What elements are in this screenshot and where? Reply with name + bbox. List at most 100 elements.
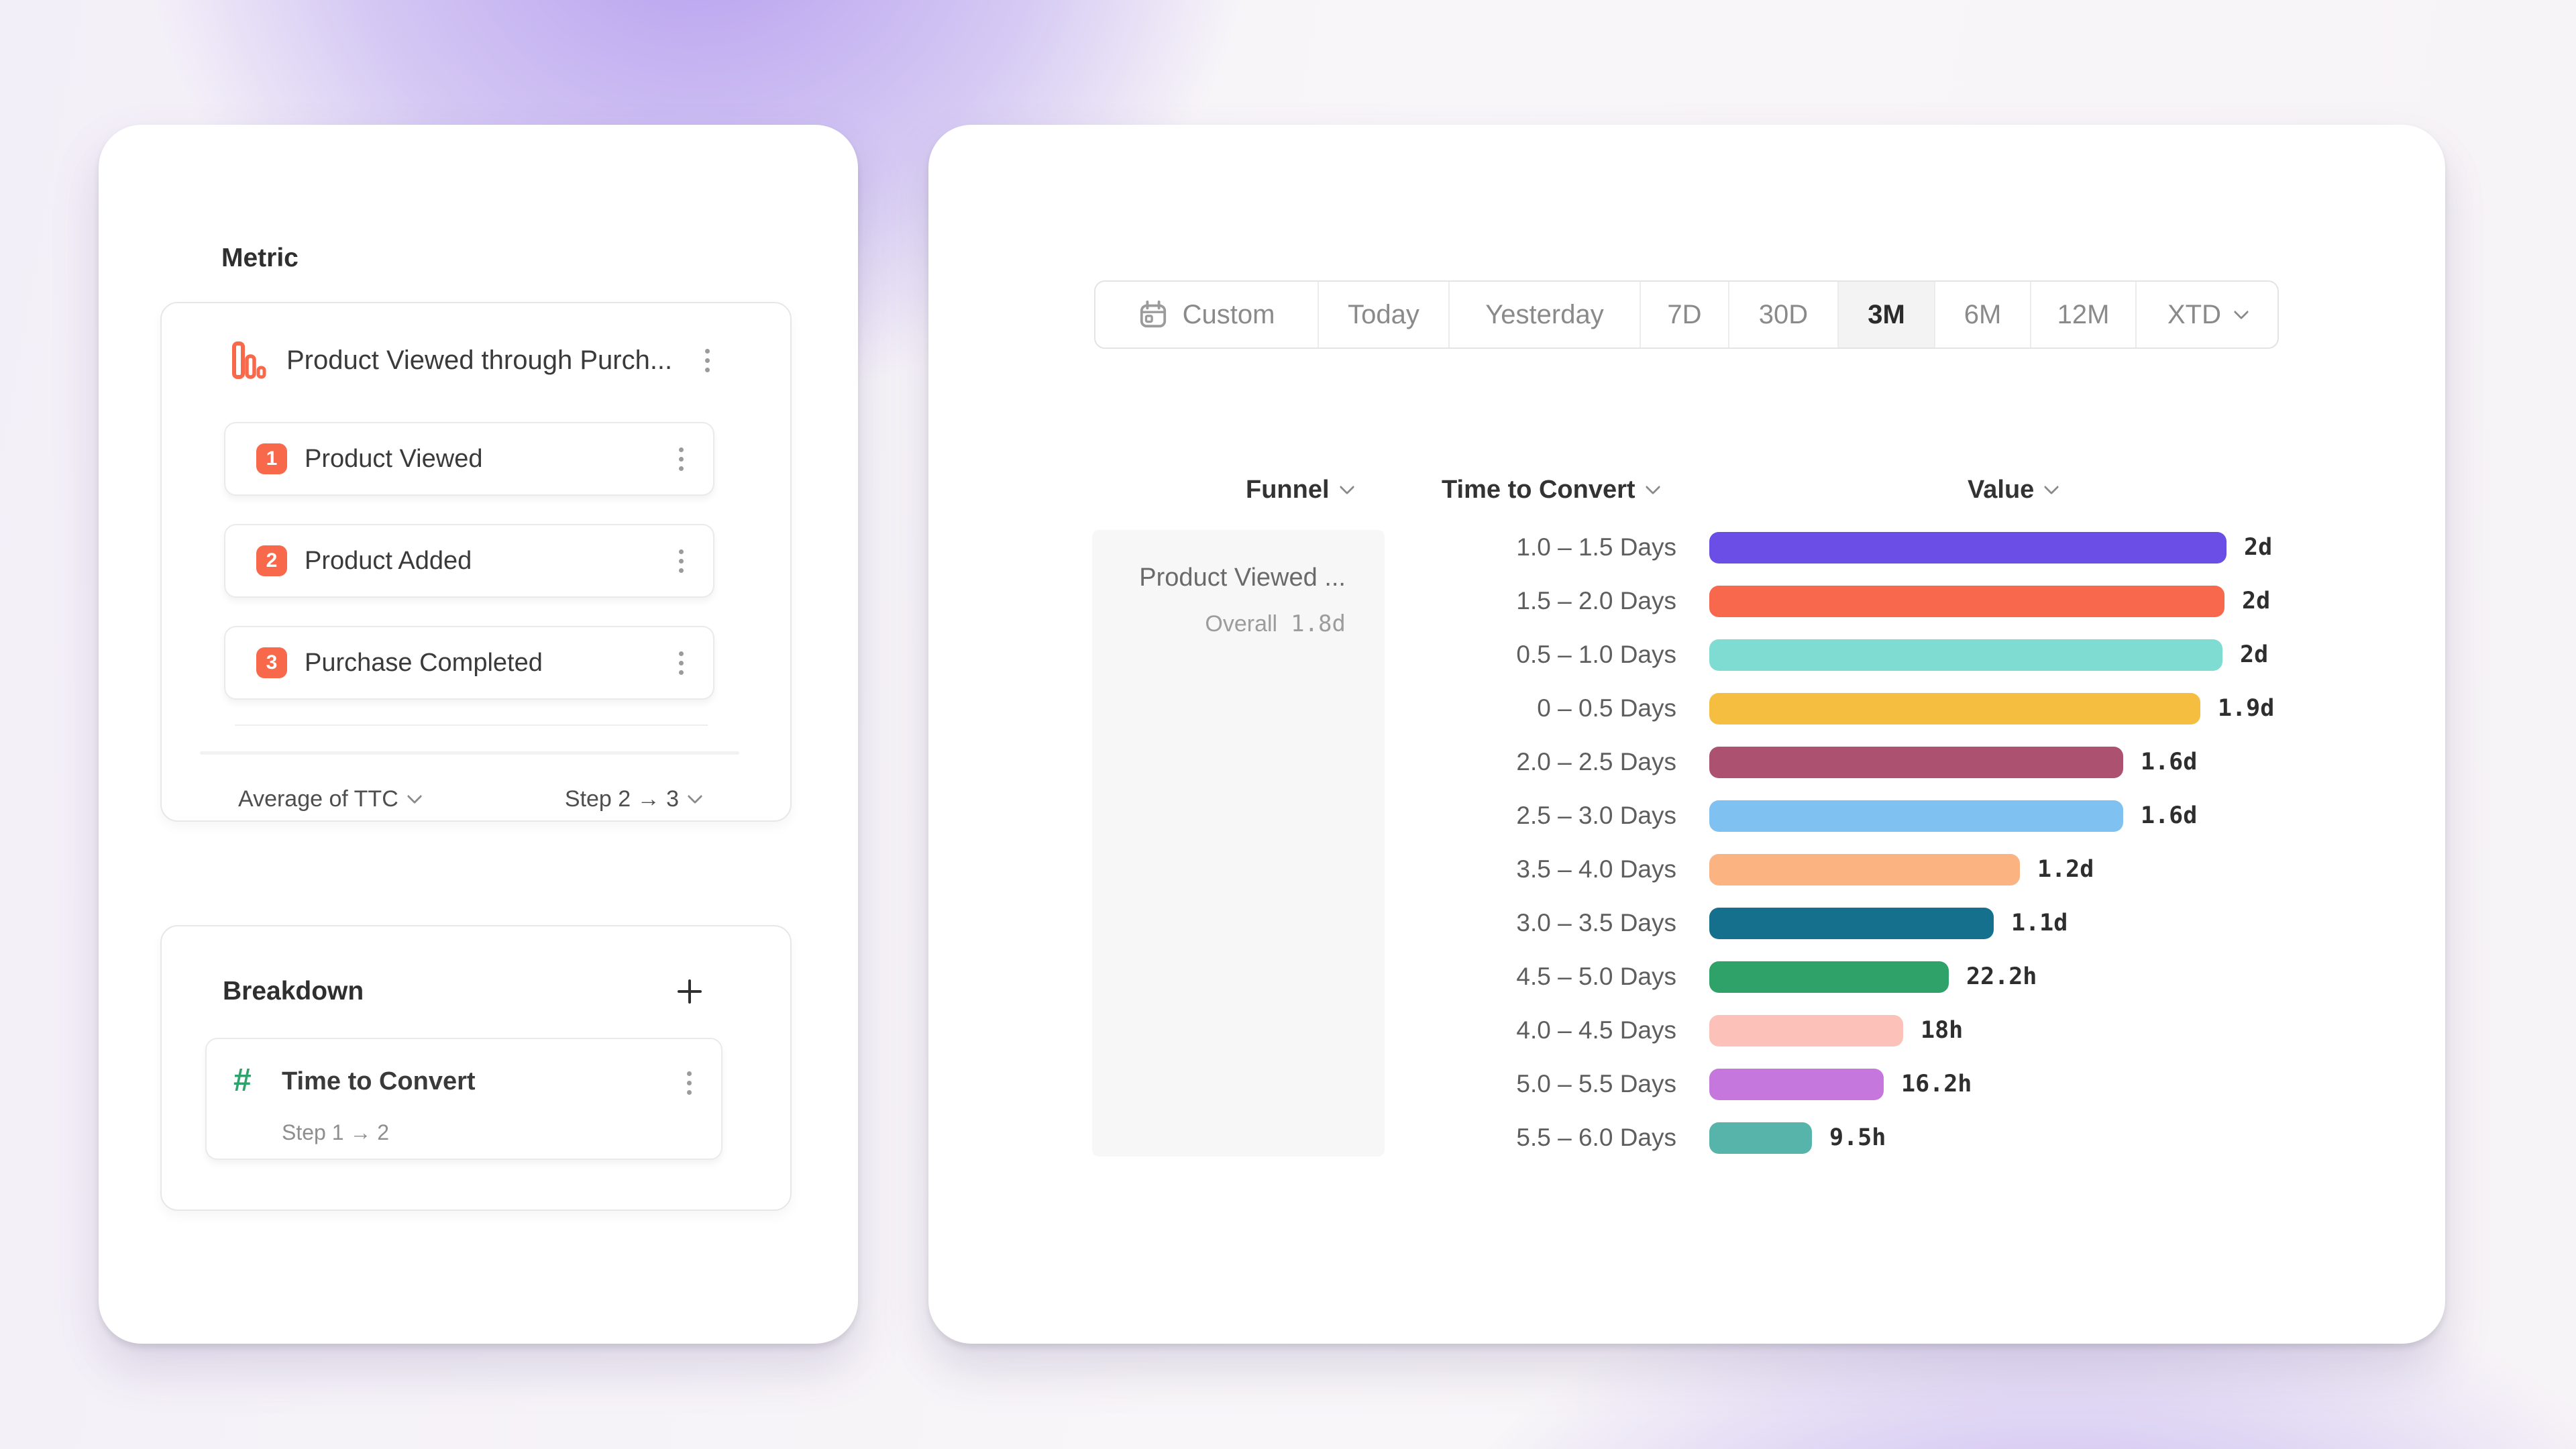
bar[interactable] [1709, 585, 2224, 617]
bar-row: 4.5 – 5.0 Days 22.2h [1458, 950, 2274, 1004]
bar[interactable] [1709, 961, 1949, 993]
metric-section-label: Metric [221, 244, 299, 272]
bar[interactable] [1709, 853, 2020, 885]
overall-label: Overall [1205, 611, 1278, 637]
date-option-30d[interactable]: 30D [1729, 282, 1839, 347]
date-option-label: Today [1348, 299, 1419, 329]
bar-value: 18h [1921, 1017, 1964, 1044]
bar-row: 3.5 – 4.0 Days 1.2d [1458, 843, 2274, 896]
bar-chart: 1.0 – 1.5 Days 2d 1.5 – 2.0 Days 2d 0.5 – 1.… [1458, 521, 2274, 1165]
step-range-label: Step 2 → 3 [564, 786, 679, 812]
chevron-down-icon [2233, 304, 2249, 320]
bar-row-label: 0 – 0.5 Days [1537, 694, 1676, 722]
kebab-menu-icon[interactable] [700, 343, 715, 378]
kebab-menu-icon[interactable] [682, 1066, 697, 1100]
hash-icon: # [233, 1063, 252, 1098]
breakdown-card: Breakdown # Time to Convert Step 1 → 2 [160, 925, 792, 1211]
date-option-3m[interactable]: 3M [1839, 282, 1935, 347]
bar[interactable] [1709, 1068, 1884, 1100]
bar[interactable] [1709, 531, 2226, 564]
bar[interactable] [1709, 800, 2123, 832]
bar-row: 0.5 – 1.0 Days 2d [1458, 628, 2274, 682]
bar-row: 5.5 – 6.0 Days 9.5h [1458, 1111, 2274, 1165]
step-number-badge: 1 [256, 443, 287, 474]
bar-value: 22.2h [1966, 963, 2037, 990]
aggregation-label: Average of TTC [238, 786, 398, 812]
bar-row-label: 5.0 – 5.5 Days [1516, 1070, 1676, 1097]
step-number-badge: 2 [256, 545, 287, 576]
date-option-today[interactable]: Today [1319, 282, 1450, 347]
add-breakdown-button plus-icon[interactable] [676, 978, 703, 1005]
query-builder-panel: Metric Product Viewed through Purch... 1… [99, 125, 858, 1344]
kebab-menu-icon[interactable] [674, 646, 689, 680]
bar-value: 2d [2244, 534, 2273, 561]
bar[interactable] [1709, 746, 2123, 778]
bar[interactable] [1709, 1122, 1812, 1154]
funnel-cell: Product Viewed ... Overall 1.8d [1092, 530, 1385, 1157]
bar-row: 2.0 – 2.5 Days 1.6d [1458, 735, 2274, 789]
bar-row: 4.0 – 4.5 Days 18h [1458, 1004, 2274, 1057]
date-option-yesterday[interactable]: Yesterday [1450, 282, 1641, 347]
step-range-dropdown[interactable]: Step 2 → 3 [564, 786, 703, 812]
column-header-time-to-convert[interactable]: Time to Convert [1442, 474, 1660, 506]
funnel-step-card[interactable]: 2 Product Added [224, 524, 714, 598]
date-range-selector: Custom Today Yesterday 7D 30D 3M 6M 12M XTD [1094, 280, 2279, 349]
bar-value: 1.2d [2037, 856, 2094, 883]
funnel-cell-title: Product Viewed ... [1139, 564, 1346, 592]
column-header-funnel[interactable]: Funnel [1246, 474, 1354, 506]
funnel-step-card[interactable]: 3 Purchase Completed [224, 626, 714, 700]
bar-value: 2d [2242, 588, 2271, 614]
bar[interactable] [1709, 692, 2200, 724]
bar-row-label: 1.0 – 1.5 Days [1516, 533, 1676, 561]
report-panel: Custom Today Yesterday 7D 30D 3M 6M 12M XTD Funn… [928, 125, 2445, 1344]
funnel-steps-list: 1 Product Viewed 2 Product Added 3 Purchase C… [224, 422, 714, 728]
date-option-label: Custom [1182, 299, 1275, 329]
bar[interactable] [1709, 907, 1994, 939]
date-option-6m[interactable]: 6M [1935, 282, 2031, 347]
chevron-down-icon [1339, 479, 1354, 495]
bar-value: 9.5h [1829, 1124, 1886, 1151]
kebab-menu-icon[interactable] [674, 442, 689, 476]
bar[interactable] [1709, 1014, 1903, 1046]
date-option-custom[interactable]: Custom [1095, 282, 1319, 347]
column-header-label: Value [1968, 475, 2035, 504]
date-option-label: 12M [2057, 299, 2110, 329]
footer-divider [200, 751, 739, 755]
bar-value: 1.6d [2141, 802, 2198, 829]
funnel-step-card[interactable]: 1 Product Viewed [224, 422, 714, 496]
chevron-down-icon [1645, 479, 1660, 495]
kebab-menu-icon[interactable] [674, 544, 689, 578]
step-label: Purchase Completed [305, 648, 543, 677]
breakdown-section-label: Breakdown [223, 977, 364, 1006]
date-option-7d[interactable]: 7D [1641, 282, 1729, 347]
date-option-label: Yesterday [1485, 299, 1604, 329]
bar-row-label: 0.5 – 1.0 Days [1516, 641, 1676, 668]
date-option-xtd[interactable]: XTD [2137, 282, 2277, 347]
column-header-value[interactable]: Value [1968, 474, 2059, 506]
column-header-label: Time to Convert [1442, 475, 1635, 504]
bar-row: 1.0 – 1.5 Days 2d [1458, 521, 2274, 574]
step-label: Product Viewed [305, 444, 483, 473]
funnel-title-row[interactable]: Product Viewed through Purch... [162, 330, 790, 390]
funnel-title: Product Viewed through Purch... [286, 345, 673, 375]
bar[interactable] [1709, 639, 2222, 671]
bar-value: 1.6d [2141, 749, 2198, 775]
aggregation-dropdown[interactable]: Average of TTC [238, 786, 423, 812]
calendar-icon [1140, 300, 1166, 328]
breakdown-item-card[interactable]: # Time to Convert Step 1 → 2 [205, 1038, 722, 1160]
date-option-label: 7D [1667, 299, 1702, 329]
bar-row: 3.0 – 3.5 Days 1.1d [1458, 896, 2274, 950]
bar-row: 5.0 – 5.5 Days 16.2h [1458, 1057, 2274, 1111]
date-option-12m[interactable]: 12M [2031, 282, 2137, 347]
chevron-down-icon [2043, 479, 2059, 495]
bar-row: 1.5 – 2.0 Days 2d [1458, 574, 2274, 628]
bar-row-label: 1.5 – 2.0 Days [1516, 587, 1676, 614]
bar-value: 16.2h [1901, 1071, 1972, 1097]
bar-row: 2.5 – 3.0 Days 1.6d [1458, 789, 2274, 843]
bar-row-label: 2.5 – 3.0 Days [1516, 802, 1676, 829]
bar-value: 2d [2240, 641, 2269, 668]
metric-footer: Average of TTC Step 2 → 3 [238, 769, 703, 820]
bar-row-label: 4.0 – 4.5 Days [1516, 1016, 1676, 1044]
chevron-down-icon [687, 788, 703, 804]
date-option-label: 30D [1758, 299, 1809, 329]
